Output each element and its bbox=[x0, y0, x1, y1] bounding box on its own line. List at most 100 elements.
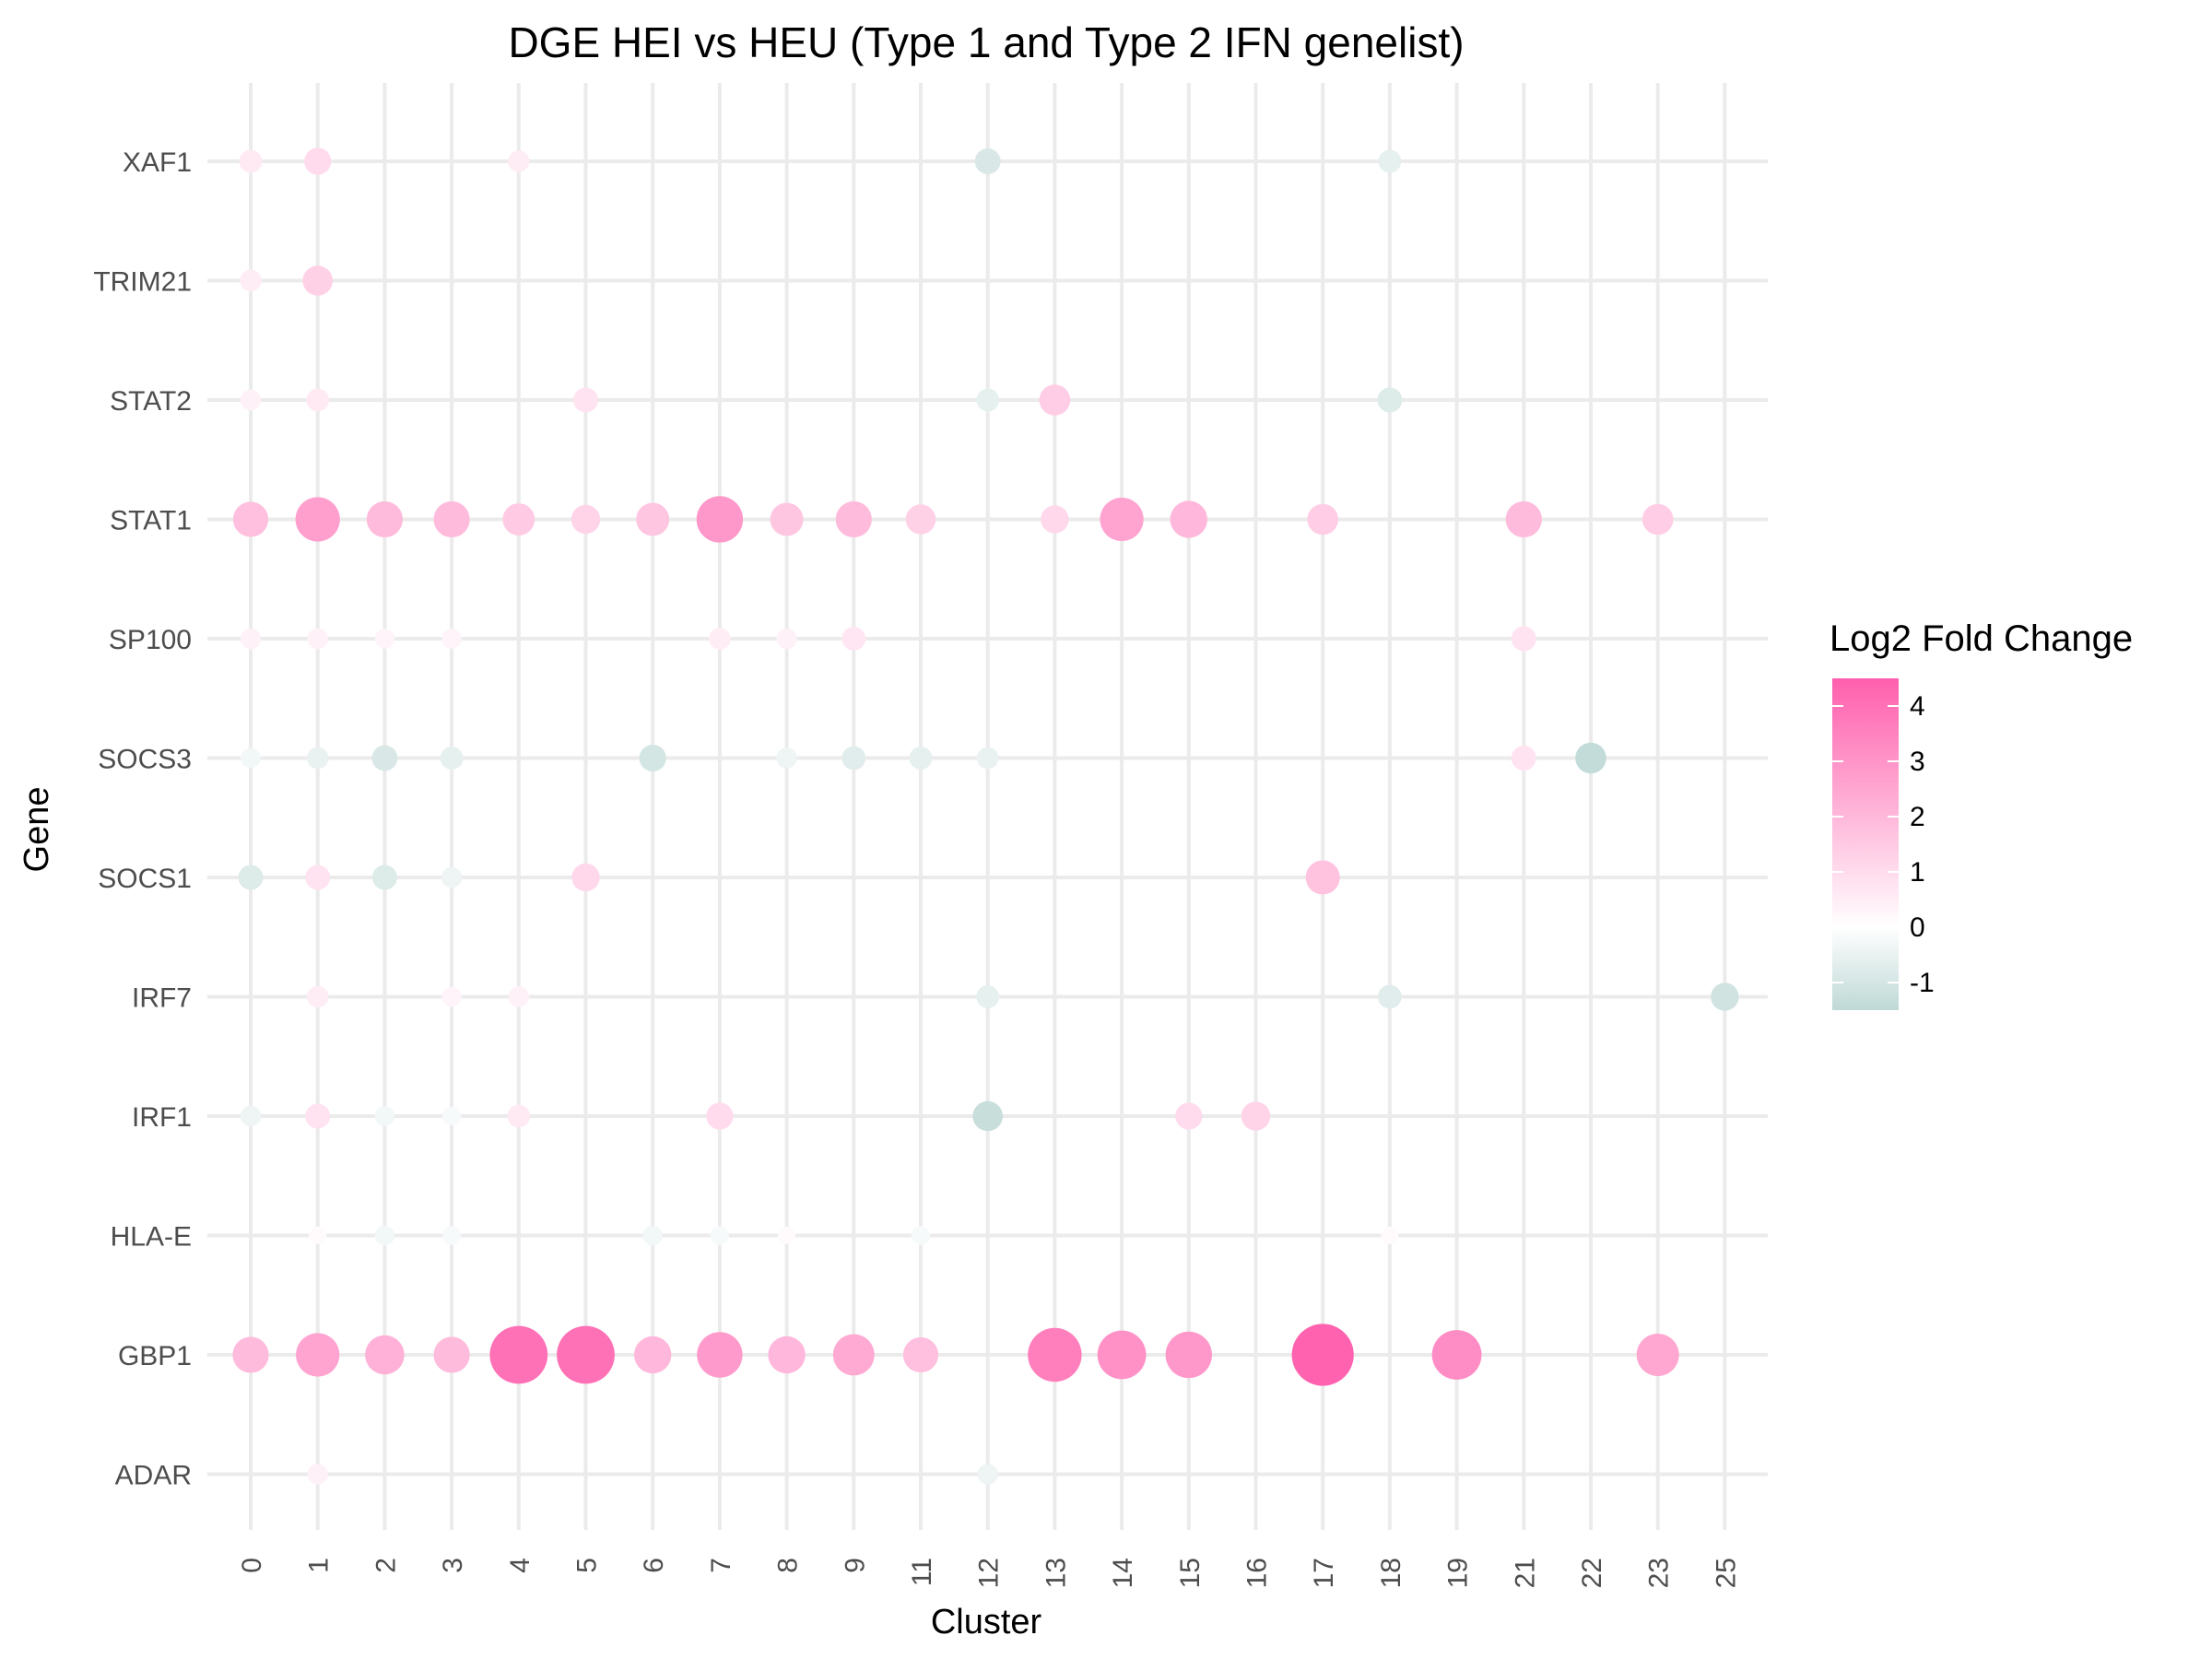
data-point bbox=[1641, 503, 1674, 535]
y-tick-label: SOCS3 bbox=[98, 745, 192, 775]
data-point bbox=[440, 747, 464, 770]
data-point bbox=[295, 497, 340, 542]
data-point bbox=[442, 1106, 462, 1126]
x-axis-tick-labels: 0 1 2 3 4 5 6 7 8 9 11 12 13 14 15 16 17 18 19 21 22 23 25 bbox=[237, 1558, 1741, 1588]
data-point bbox=[1097, 1330, 1147, 1380]
x-tick-label: 14 bbox=[1108, 1558, 1138, 1588]
data-point bbox=[778, 1226, 796, 1245]
data-point bbox=[634, 1335, 672, 1374]
data-point bbox=[1170, 500, 1208, 538]
data-point bbox=[1575, 742, 1606, 774]
data-point bbox=[976, 747, 999, 770]
data-point bbox=[296, 1333, 340, 1377]
x-tick-label: 5 bbox=[572, 1558, 603, 1573]
y-tick-label: IRF1 bbox=[132, 1102, 192, 1133]
legend-tick-label: -1 bbox=[1910, 968, 1935, 998]
data-point bbox=[1291, 1324, 1354, 1386]
data-point bbox=[639, 744, 666, 772]
data-point bbox=[841, 746, 866, 771]
x-tick-label: 12 bbox=[974, 1558, 1005, 1588]
x-tick-label: 6 bbox=[639, 1558, 669, 1573]
data-point bbox=[433, 1336, 470, 1373]
data-point bbox=[832, 1334, 875, 1376]
y-tick-label: XAF1 bbox=[123, 147, 192, 178]
data-point bbox=[636, 502, 670, 536]
data-point bbox=[571, 504, 601, 535]
y-tick-label: ADAR bbox=[115, 1461, 192, 1491]
data-point bbox=[374, 1106, 395, 1126]
data-point bbox=[240, 269, 262, 292]
data-point bbox=[241, 747, 261, 769]
color-legend: Log2 Fold Change 4 3 2 1 0 -1 bbox=[1830, 618, 2133, 1010]
x-tick-label: 13 bbox=[1041, 1558, 1071, 1588]
data-point bbox=[309, 1226, 327, 1245]
data-point bbox=[776, 628, 797, 650]
y-tick-label: SOCS1 bbox=[98, 864, 192, 894]
data-point bbox=[976, 985, 1000, 1008]
data-point bbox=[305, 865, 331, 890]
data-point bbox=[507, 1104, 531, 1128]
data-point bbox=[709, 628, 731, 650]
data-point bbox=[232, 1336, 269, 1373]
data-point bbox=[835, 500, 872, 538]
legend-ticks: 4 3 2 1 0 -1 bbox=[1832, 691, 1935, 998]
data-point bbox=[1165, 1331, 1213, 1379]
x-tick-label: 2 bbox=[371, 1558, 401, 1573]
chart-title: DGE HEI vs HEU (Type 1 and Type 2 IFN ge… bbox=[508, 18, 1464, 66]
data-point bbox=[433, 500, 470, 538]
data-point bbox=[238, 865, 264, 890]
data-point bbox=[1100, 497, 1144, 542]
data-point bbox=[1378, 149, 1402, 173]
data-point bbox=[502, 503, 535, 535]
y-tick-label: STAT2 bbox=[110, 386, 192, 417]
data-point bbox=[1041, 505, 1069, 534]
data-point bbox=[365, 1335, 405, 1375]
data-point bbox=[974, 148, 1001, 174]
data-point bbox=[977, 1464, 998, 1485]
data-point bbox=[571, 863, 600, 892]
x-tick-label: 17 bbox=[1309, 1558, 1339, 1588]
x-tick-label: 22 bbox=[1577, 1558, 1607, 1588]
data-point bbox=[1307, 503, 1338, 535]
data-point bbox=[1711, 982, 1739, 1011]
data-point bbox=[441, 986, 462, 1007]
data-point bbox=[1028, 1327, 1082, 1382]
legend-title: Log2 Fold Change bbox=[1830, 618, 2133, 659]
gridlines bbox=[207, 83, 1768, 1530]
data-point bbox=[642, 1225, 663, 1246]
data-point bbox=[232, 501, 269, 537]
data-point bbox=[366, 500, 403, 538]
data-point bbox=[307, 628, 328, 650]
data-point bbox=[1039, 384, 1071, 416]
data-point bbox=[768, 1335, 806, 1374]
data-point bbox=[909, 747, 933, 770]
x-tick-label: 3 bbox=[438, 1558, 468, 1573]
data-point bbox=[240, 1105, 262, 1127]
data-point bbox=[508, 986, 529, 1007]
y-axis-tick-labels: ADAR GBP1 HLA-E IRF1 IRF7 SOCS1 SOCS3 SP100 STAT… bbox=[93, 147, 192, 1491]
x-tick-label: 0 bbox=[237, 1558, 267, 1573]
data-point bbox=[240, 628, 262, 650]
data-point bbox=[374, 1225, 395, 1246]
data-point bbox=[371, 865, 397, 890]
x-tick-label: 1 bbox=[304, 1558, 335, 1573]
data-point bbox=[240, 389, 262, 411]
y-tick-label: STAT1 bbox=[110, 506, 192, 536]
x-tick-label: 19 bbox=[1443, 1558, 1474, 1588]
x-tick-label: 7 bbox=[706, 1558, 736, 1573]
data-point bbox=[1305, 860, 1340, 895]
data-point bbox=[239, 149, 263, 173]
data-point bbox=[1378, 984, 1402, 1009]
data-point bbox=[976, 388, 1000, 412]
x-tick-label: 15 bbox=[1175, 1558, 1206, 1588]
data-point bbox=[905, 504, 936, 535]
x-tick-label: 16 bbox=[1242, 1558, 1273, 1588]
legend-tick-label: 0 bbox=[1910, 912, 1925, 943]
data-point bbox=[302, 265, 334, 296]
data-point bbox=[371, 745, 398, 771]
data-point bbox=[770, 502, 804, 536]
x-tick-label: 11 bbox=[907, 1558, 937, 1586]
legend-tick-label: 3 bbox=[1910, 747, 1925, 777]
data-point bbox=[1511, 626, 1536, 652]
data-points bbox=[232, 147, 1739, 1485]
